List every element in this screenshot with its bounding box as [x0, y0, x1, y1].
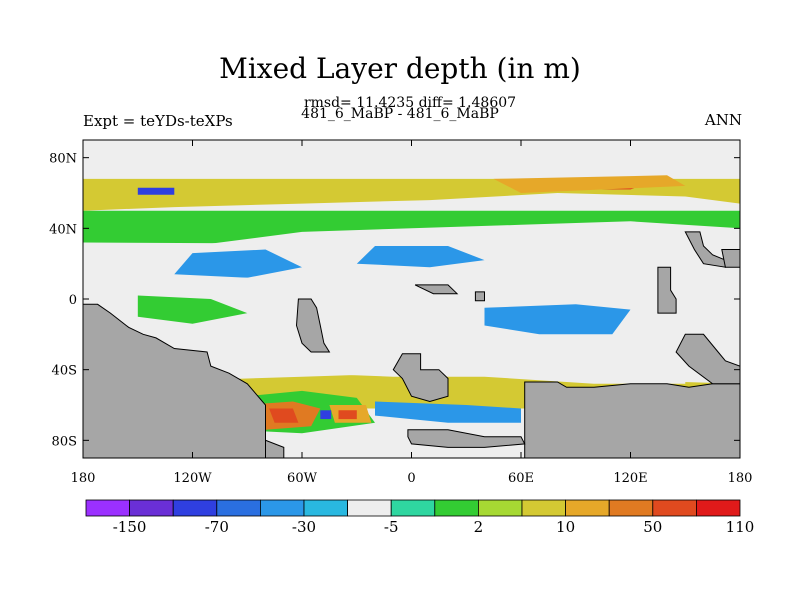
x-tick-label-6: 180 — [728, 471, 753, 486]
colorbar-box-13 — [652, 499, 697, 517]
y-tick-label-0: 80N — [49, 152, 77, 167]
colorbar-label-1: -70 — [205, 518, 229, 536]
x-tick-label-0: 180 — [71, 471, 96, 486]
contour-region-0 — [83, 140, 740, 169]
colorbar-box-11 — [565, 499, 610, 517]
land-mid-island — [392, 353, 449, 403]
colorbar-box-7 — [390, 499, 436, 517]
x-axis: 180 120W 60W 0 60E 120E 180 — [71, 140, 753, 486]
colorbar-box-4 — [259, 499, 305, 517]
colorbar: -150 -70 -30 -5 2 10 50 110 — [85, 499, 755, 536]
x-tick-label-4: 60E — [508, 471, 534, 486]
land-pacific-island — [657, 266, 677, 314]
contour-region-10 — [302, 352, 686, 384]
contour-region-18 — [137, 187, 175, 195]
colorbar-label-7: 110 — [726, 518, 755, 536]
colorbar-label-3: -5 — [384, 518, 399, 536]
land-australia-west — [675, 333, 740, 385]
land-antarctica-ross — [407, 429, 526, 448]
contour-region-7 — [484, 304, 631, 335]
contour-region-5 — [356, 246, 485, 268]
contour-region-4 — [174, 249, 302, 278]
x-tick-label-1: 120W — [173, 471, 212, 486]
y-tick-label-3: 40S — [52, 364, 77, 379]
colorbar-box-0 — [85, 499, 130, 517]
y-tick-label-2: 0 — [69, 293, 77, 308]
contour-region-11 — [375, 401, 521, 423]
colorbar-box-5 — [303, 499, 348, 517]
stats-line: rmsd= 11.4235 diff= 1.48607 — [303, 95, 517, 111]
y-tick-label-1: 40N — [49, 222, 77, 237]
experiment-label: Expt = teYDs-teXPs — [83, 112, 233, 130]
contour-region-2 — [83, 210, 740, 250]
contour-region-14 — [269, 408, 299, 423]
land-south-america — [83, 303, 266, 458]
x-tick-label-3: 0 — [407, 471, 415, 486]
land-antarctica-east — [524, 381, 740, 458]
colorbar-label-6: 50 — [643, 518, 662, 536]
season-label: ANN — [704, 111, 742, 129]
colorbar-box-3 — [216, 499, 261, 517]
colorbar-label-2: -30 — [292, 518, 316, 536]
colorbar-box-12 — [608, 499, 654, 517]
y-axis: 80N 40N 0 40S 80S — [49, 152, 740, 449]
y-tick-label-4: 80S — [52, 434, 77, 449]
colorbar-box-6 — [347, 499, 392, 517]
colorbar-box-14 — [696, 499, 741, 517]
x-tick-label-2: 60W — [287, 471, 318, 486]
colorbar-label-0: -150 — [113, 518, 147, 536]
colorbar-label-5: 10 — [556, 518, 575, 536]
colorbar-box-8 — [434, 499, 479, 517]
contour-region-8 — [137, 295, 248, 324]
contour-region-17 — [320, 410, 332, 420]
colorbar-label-4: 2 — [474, 518, 484, 536]
colorbar-box-1 — [129, 499, 174, 517]
contour-region-16 — [338, 410, 357, 420]
land-north-strip — [721, 249, 740, 268]
land-masses — [83, 231, 740, 458]
chart-title: Mixed Layer depth (in m) — [219, 52, 581, 85]
colorbar-box-2 — [172, 499, 218, 517]
x-tick-label-5: 120E — [613, 471, 647, 486]
contour-region-20 — [493, 175, 686, 193]
colorbar-box-10 — [521, 499, 566, 517]
chart-subtitle: 481_6_MaBP - 481_6_MaBP — [301, 106, 499, 122]
colorbar-box-9 — [477, 499, 523, 517]
land-small-island-b — [474, 291, 485, 302]
land-africa-block — [295, 298, 331, 353]
land-small-island-a — [414, 284, 459, 295]
